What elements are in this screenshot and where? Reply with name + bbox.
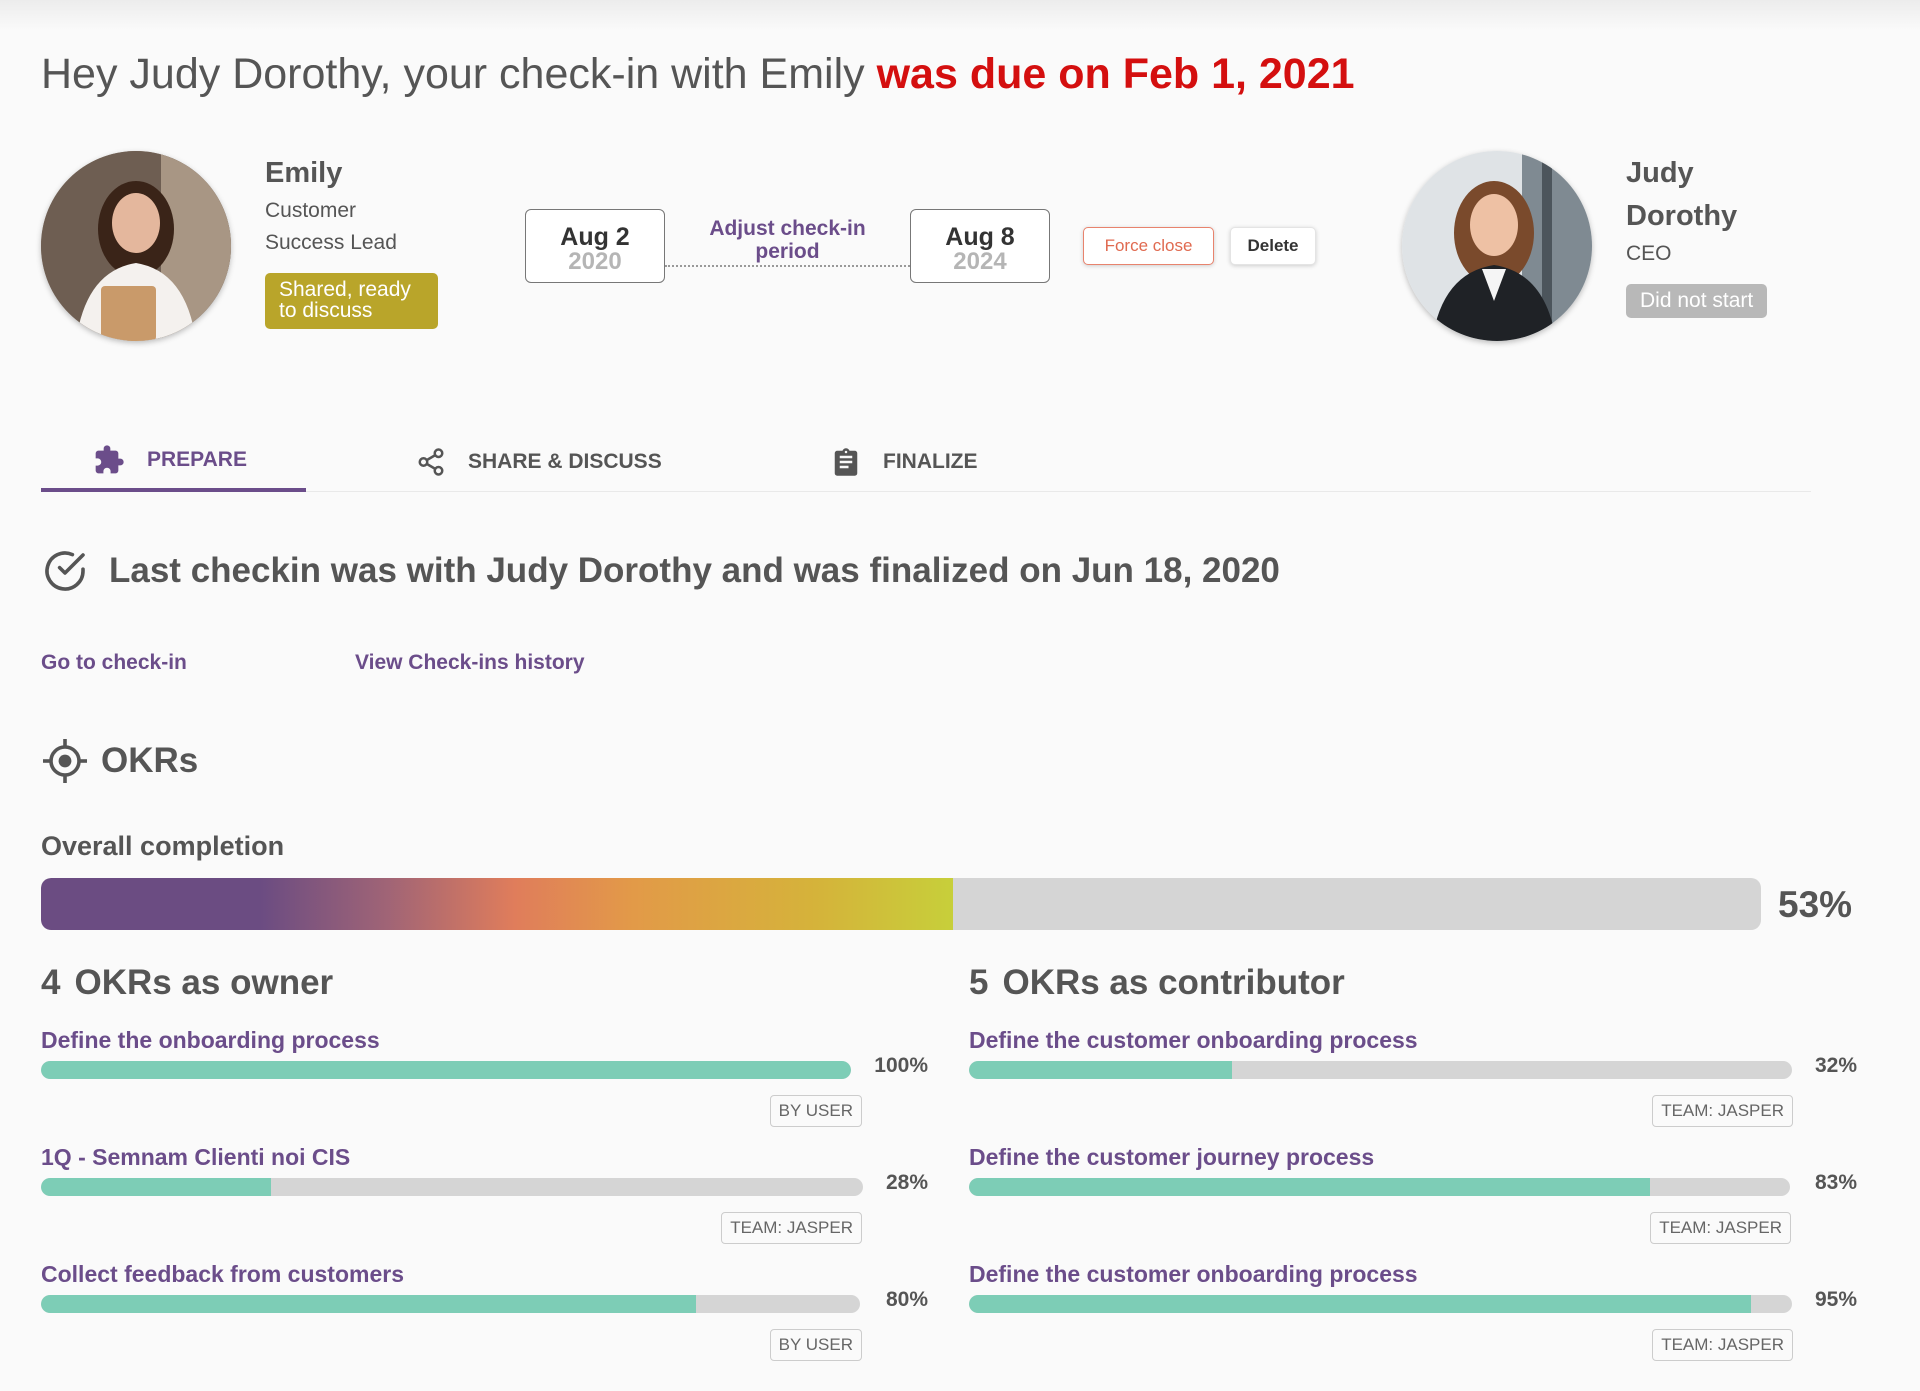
okr-title[interactable]: Define the customer onboarding process xyxy=(969,1261,1418,1287)
tab-prepare-label: PREPARE xyxy=(147,448,247,471)
start-date-monthday: Aug 2 xyxy=(560,223,630,251)
owner-okrs-heading: 4 OKRs as owner xyxy=(41,963,333,1003)
overall-completion-label: Overall completion xyxy=(41,831,285,861)
tab-finalize[interactable]: FINALIZE xyxy=(831,432,978,492)
end-date-monthday: Aug 8 xyxy=(945,223,1015,251)
owner-okrs-count: 4 xyxy=(41,963,61,1002)
manager-status-badge: Did not start xyxy=(1626,284,1768,318)
okr-source-tag: TEAM: JASPER xyxy=(721,1212,862,1244)
okr-source-tag: TEAM: JASPER xyxy=(1652,1329,1793,1361)
tab-prepare[interactable]: PREPARE xyxy=(41,432,306,492)
okr-percent: 100% xyxy=(874,1054,928,1077)
employee-status-line1: Shared, ready xyxy=(279,278,411,301)
period-start-date[interactable]: Aug 2 2020 xyxy=(525,209,665,283)
delete-button[interactable]: Delete xyxy=(1230,227,1316,265)
overall-progress-bar xyxy=(41,878,1761,930)
contributor-okrs-count: 5 xyxy=(969,963,989,1002)
manager-name-line1: Judy xyxy=(1626,157,1694,189)
okr-source-tag: TEAM: JASPER xyxy=(1652,1095,1793,1127)
okr-title[interactable]: Define the customer onboarding process xyxy=(969,1027,1418,1053)
start-date-year: 2020 xyxy=(568,248,622,275)
tab-finalize-label: FINALIZE xyxy=(883,450,978,473)
check-circle-icon xyxy=(45,551,85,591)
okrs-title: OKRs xyxy=(101,741,199,780)
force-close-button[interactable]: Force close xyxy=(1083,227,1214,265)
last-checkin-text: Last checkin was with Judy Dorothy and w… xyxy=(109,551,1280,590)
okr-progress-bar xyxy=(41,1061,851,1079)
puzzle-icon xyxy=(95,445,124,474)
owner-okrs-title: OKRs as owner xyxy=(74,963,334,1002)
period-end-date[interactable]: Aug 8 2024 xyxy=(910,209,1050,283)
okr-progress-fill xyxy=(969,1295,1751,1313)
adjust-line2: period xyxy=(755,240,820,263)
last-checkin-heading: Last checkin was with Judy Dorothy and w… xyxy=(41,547,1280,595)
okr-progress-fill xyxy=(41,1295,697,1313)
end-date-year: 2024 xyxy=(953,248,1007,275)
tab-share-discuss[interactable]: SHARE & DISCUSS xyxy=(416,432,662,492)
okr-title[interactable]: 1Q - Semnam Clienti noi CIS xyxy=(41,1144,351,1170)
top-shadow xyxy=(0,0,1920,30)
okr-progress-bar xyxy=(969,1178,1790,1196)
okrs-heading: OKRs xyxy=(41,737,198,785)
okr-percent: 95% xyxy=(1814,1288,1857,1311)
adjust-period-link[interactable]: Adjust check-in period xyxy=(690,217,885,263)
manager-avatar[interactable] xyxy=(1402,151,1592,341)
employee-role-line1: Customer xyxy=(265,199,357,222)
okr-percent: 80% xyxy=(885,1288,928,1311)
okr-progress-bar xyxy=(41,1178,863,1196)
go-to-checkin-link[interactable]: Go to check-in xyxy=(41,651,187,674)
overall-progress-fill xyxy=(41,878,953,930)
okr-source-tag: BY USER xyxy=(769,1329,862,1361)
okr-progress-fill xyxy=(41,1178,272,1196)
contributor-okrs-title: OKRs as contributor xyxy=(1002,963,1345,1002)
page-title: Hey Judy Dorothy, your check-in with Emi… xyxy=(41,50,1355,99)
okr-progress-fill xyxy=(969,1061,1233,1079)
employee-role-line2: Success Lead xyxy=(265,231,397,254)
contributor-okrs-heading: 5 OKRs as contributor xyxy=(969,963,1345,1003)
employee-status-line2: to discuss xyxy=(279,299,373,322)
okr-title[interactable]: Collect feedback from customers xyxy=(41,1261,405,1287)
okr-source-tag: BY USER xyxy=(769,1095,862,1127)
target-icon xyxy=(43,739,87,783)
overall-completion-percent: 53% xyxy=(1778,884,1853,925)
employee-status-badge: Shared, ready to discuss xyxy=(265,273,438,329)
okr-percent: 28% xyxy=(885,1171,928,1194)
tab-share-label: SHARE & DISCUSS xyxy=(468,450,662,473)
manager-name-line2: Dorothy xyxy=(1626,200,1738,232)
employee-avatar[interactable] xyxy=(41,151,231,341)
okr-percent: 83% xyxy=(1814,1171,1857,1194)
okr-source-tag: TEAM: JASPER xyxy=(1650,1212,1791,1244)
okr-progress-bar xyxy=(969,1061,1792,1079)
view-history-link[interactable]: View Check-ins history xyxy=(355,651,585,674)
manager-role: CEO xyxy=(1626,242,1672,265)
okr-progress-bar xyxy=(41,1295,860,1313)
checkin-tabs: PREPARE SHARE & DISCUSS FINALIZE xyxy=(41,432,1811,492)
okr-progress-bar xyxy=(969,1295,1792,1313)
okr-progress-fill xyxy=(41,1061,851,1079)
okr-title[interactable]: Define the onboarding process xyxy=(41,1027,380,1053)
share-icon xyxy=(418,448,444,476)
period-connector xyxy=(665,265,910,267)
due-date-text: was due on Feb 1, 2021 xyxy=(876,50,1355,98)
okr-progress-fill xyxy=(969,1178,1651,1196)
employee-name: Emily xyxy=(265,157,343,189)
okr-percent: 32% xyxy=(1814,1054,1857,1077)
greeting-text: Hey Judy Dorothy, your check-in with Emi… xyxy=(41,50,865,98)
adjust-line1: Adjust check-in xyxy=(709,217,866,240)
okr-title[interactable]: Define the customer journey process xyxy=(969,1144,1375,1170)
clipboard-icon xyxy=(834,448,858,476)
